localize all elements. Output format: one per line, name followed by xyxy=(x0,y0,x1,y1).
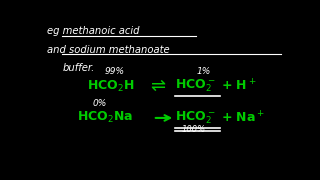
Text: HCO$_2^-$: HCO$_2^-$ xyxy=(175,78,216,94)
Text: HCO$_2$H: HCO$_2$H xyxy=(87,78,135,94)
Text: 99%: 99% xyxy=(104,67,124,76)
Text: HCO$_2$Na: HCO$_2$Na xyxy=(77,110,133,125)
Text: + Na$^+$: + Na$^+$ xyxy=(221,110,265,126)
Text: 0%: 0% xyxy=(92,99,106,108)
Text: 1%: 1% xyxy=(196,67,211,76)
Text: buffer.: buffer. xyxy=(62,63,95,73)
Text: eg methanoic acid: eg methanoic acid xyxy=(47,26,140,36)
Text: 100%: 100% xyxy=(181,125,205,134)
Text: + H$^+$: + H$^+$ xyxy=(221,78,257,94)
Text: ⇌: ⇌ xyxy=(150,77,165,95)
Text: HCO$_2^-$: HCO$_2^-$ xyxy=(175,110,216,126)
Text: and sodium methanoate: and sodium methanoate xyxy=(47,45,170,55)
